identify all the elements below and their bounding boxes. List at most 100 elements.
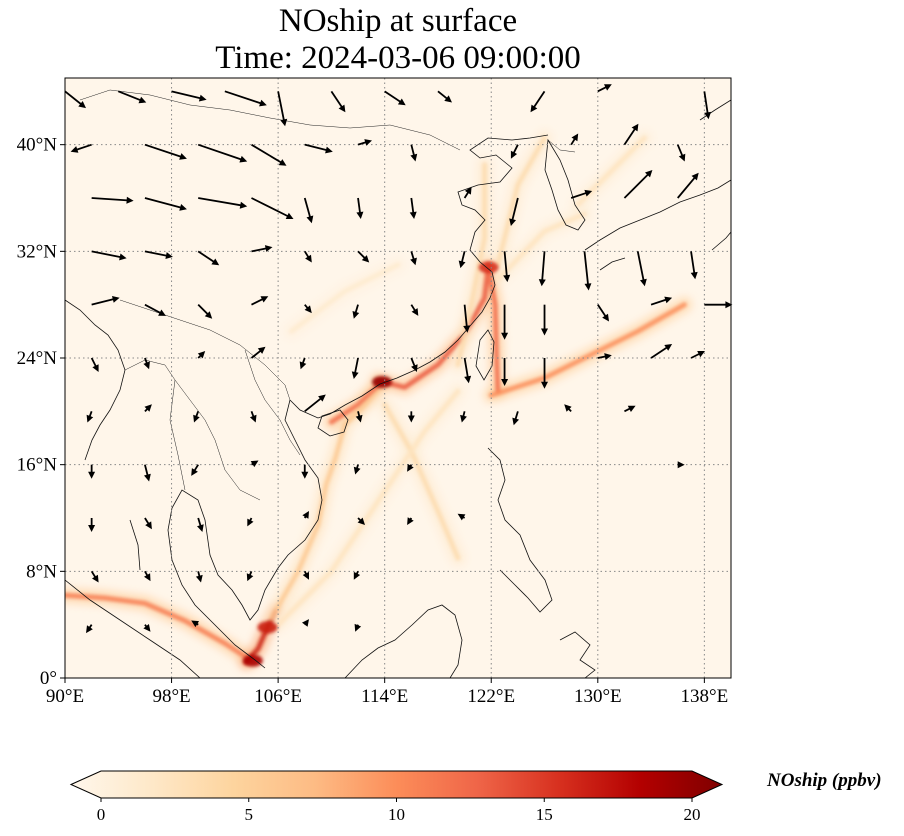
- shipping-lane: [375, 262, 492, 390]
- wind-arrow: [90, 357, 99, 372]
- wind-arrow: [570, 189, 593, 199]
- y-axis: 0° 8°N 16°N 24°N 32°N 40°N: [17, 135, 65, 689]
- wind-arrow: [303, 197, 314, 224]
- wind-arrow: [677, 461, 685, 469]
- shipping-lanes: [65, 135, 687, 665]
- wind-arrow: [144, 570, 151, 582]
- coastline-hainan: [317, 409, 349, 437]
- wind-arrow: [304, 394, 326, 413]
- wind-arrow: [407, 463, 414, 472]
- wind-arrow: [650, 344, 673, 359]
- wind-arrow: [352, 304, 360, 319]
- wind-arrow: [70, 143, 92, 153]
- wind-arrow: [144, 517, 152, 530]
- wind-arrow: [677, 172, 699, 199]
- x-tick-label: 122°E: [467, 686, 515, 707]
- x-tick-label: 130°E: [574, 686, 622, 707]
- wind-arrow: [530, 90, 546, 113]
- y-tick-label: 32°N: [17, 241, 58, 262]
- border-laos-vietnam: [244, 349, 301, 456]
- wind-arrow: [88, 464, 96, 479]
- colorbar-tick-label: 10: [388, 805, 405, 824]
- wind-arrow: [91, 250, 127, 261]
- wind-arrow: [510, 144, 519, 159]
- wind-arrow: [86, 411, 94, 423]
- wind-arrow: [410, 304, 419, 316]
- colorbar-tick-label: 0: [97, 805, 106, 824]
- wind-arrow: [144, 464, 151, 482]
- x-tick-label: 90°E: [46, 686, 84, 707]
- wind-arrow: [463, 304, 471, 333]
- colorbar-body: [69, 770, 724, 799]
- wind-arrow: [676, 144, 686, 162]
- wind-arrow: [409, 197, 417, 219]
- wind-arrow: [354, 623, 362, 632]
- colorbar-label: NOship (ppbv): [767, 770, 882, 791]
- y-tick-label: 16°N: [17, 455, 58, 476]
- shipping-lane: [488, 302, 687, 398]
- wind-arrow: [351, 357, 359, 379]
- coastline-korea: [544, 138, 586, 231]
- y-tick-label: 8°N: [26, 561, 57, 582]
- wind-arrow: [246, 570, 254, 582]
- wind-arrow: [541, 358, 548, 389]
- coastline-japan: [584, 99, 731, 271]
- emission-hotspot: [242, 654, 263, 667]
- colorbar-ticks: 0 5 10 15 20: [97, 798, 701, 824]
- wind-arrow: [597, 304, 609, 322]
- wind-arrow: [88, 518, 96, 532]
- wind-arrow: [171, 90, 207, 102]
- border-mongolia: [79, 89, 461, 151]
- wind-arrow: [501, 358, 509, 386]
- border-china-south: [119, 299, 291, 401]
- wind-arrow: [277, 91, 288, 127]
- wind-arrow: [197, 517, 204, 532]
- wind-arrow: [458, 251, 466, 269]
- x-tick-label: 98°E: [152, 686, 190, 707]
- wind-arrow: [144, 303, 166, 316]
- wind-arrow: [357, 139, 372, 146]
- wind-arrow: [304, 143, 333, 154]
- wind-arrow: [624, 405, 636, 413]
- wind-arrow: [251, 197, 294, 219]
- grid-lines: [65, 78, 731, 678]
- wind-arrow: [538, 251, 546, 287]
- wind-arrow: [357, 517, 365, 525]
- coastline-philippines: [487, 447, 553, 613]
- shipping-lane: [486, 264, 501, 394]
- emission-hotspots: [242, 261, 499, 667]
- wind-arrow: [197, 250, 220, 266]
- wind-arrow: [117, 90, 147, 104]
- wind-arrow: [143, 624, 151, 632]
- wind-arrow: [197, 351, 206, 359]
- shipping-lane: [455, 162, 488, 368]
- shipping-lane: [288, 262, 401, 334]
- shipping-lane: [382, 402, 461, 561]
- colorbar-tick-label: 20: [684, 805, 701, 824]
- plot-frame: [64, 77, 732, 679]
- wind-arrow: [460, 411, 467, 423]
- wind-arrow: [250, 346, 266, 359]
- wind-arrow: [302, 570, 309, 580]
- chart-title-line2: Time: 2024-03-06 09:00:00: [215, 40, 581, 76]
- wind-arrow: [570, 133, 579, 146]
- wind-arrow: [144, 250, 173, 259]
- wind-arrow: [251, 143, 287, 166]
- wind-arrow: [357, 250, 370, 263]
- coastline-south-china: [289, 134, 549, 419]
- wind-arrow: [410, 357, 418, 372]
- y-tick-label: 24°N: [17, 348, 58, 369]
- wind-arrow: [299, 357, 307, 370]
- wind-arrow: [91, 196, 134, 204]
- wind-arrow: [597, 84, 612, 93]
- wind-arrow: [564, 404, 572, 412]
- emission-hotspot: [372, 376, 393, 388]
- wind-arrow: [91, 296, 120, 306]
- wind-arrow: [597, 353, 612, 360]
- wind-arrow: [384, 90, 406, 106]
- wind-arrow: [303, 250, 312, 263]
- wind-arrow: [407, 411, 415, 423]
- coastline-sulawesi: [559, 631, 596, 678]
- wind-arrow: [463, 186, 472, 199]
- colorbar: 0 5 10 15 20: [69, 770, 724, 824]
